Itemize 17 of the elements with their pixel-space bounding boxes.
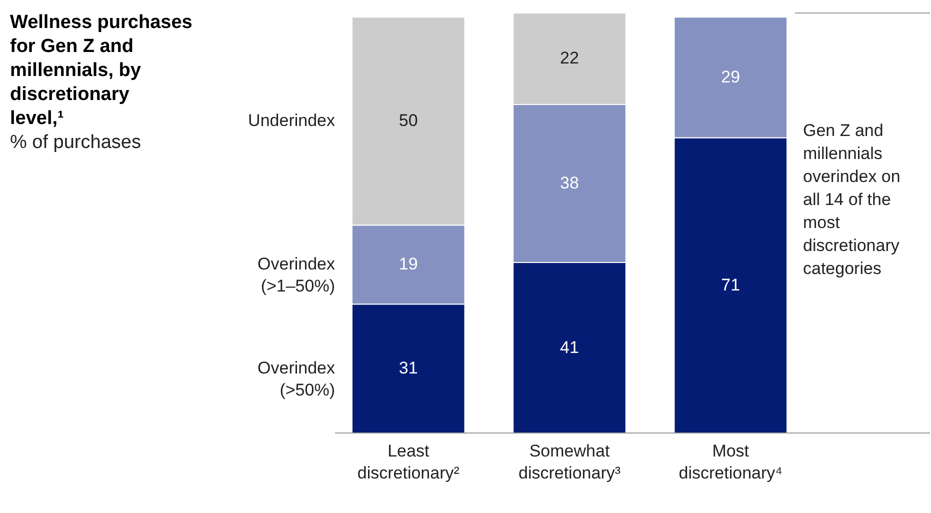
text: Wellness purchases for Gen Z and millennials, by discretionary level,¹ xyxy=(10,12,192,129)
x-tick-label: Most discretionary⁴ xyxy=(678,442,782,482)
data-label: 31 xyxy=(398,358,418,378)
x-tick-label: Somewhat discretionary³ xyxy=(518,442,621,482)
text: % of purchases xyxy=(10,132,141,153)
series-label: Underindex xyxy=(248,111,336,130)
annotation: Gen Z and millennials overindex on all 14 of the most discretionary categories xyxy=(803,121,900,278)
data-label: 22 xyxy=(560,48,579,68)
data-label: 29 xyxy=(721,67,740,86)
series-label: Overindex (>50%) xyxy=(258,358,336,400)
data-label: 71 xyxy=(721,275,740,294)
data-label: 38 xyxy=(560,173,579,192)
data-label: 50 xyxy=(398,111,418,130)
data-label: 19 xyxy=(398,254,418,274)
series-label: Overindex (>1–50%) xyxy=(258,254,336,296)
x-tick-label: Least discretionary² xyxy=(357,442,460,482)
data-label: 41 xyxy=(560,338,579,357)
